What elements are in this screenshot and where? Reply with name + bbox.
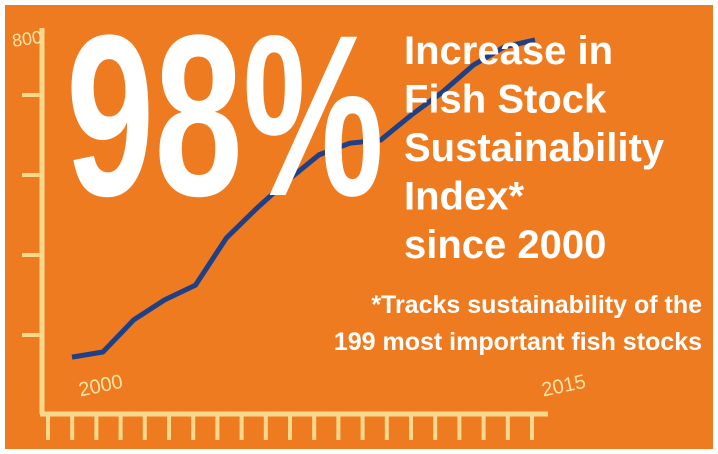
axes	[22, 28, 548, 417]
footnote-line: *Tracks sustainability of the	[371, 291, 702, 319]
footnote-line: 199 most important fish stocks	[334, 328, 702, 356]
data-line	[71, 37, 536, 360]
headline-line: Sustainability	[404, 126, 665, 170]
y-tick-label: 800	[11, 27, 44, 51]
headline-line: Index*	[404, 175, 524, 219]
background	[5, 5, 713, 449]
headline-line: Fish Stock	[404, 78, 607, 122]
headline-line: since 2000	[404, 223, 606, 267]
headline-line: Increase in	[404, 29, 613, 73]
big-number: 98%	[66, 0, 384, 244]
